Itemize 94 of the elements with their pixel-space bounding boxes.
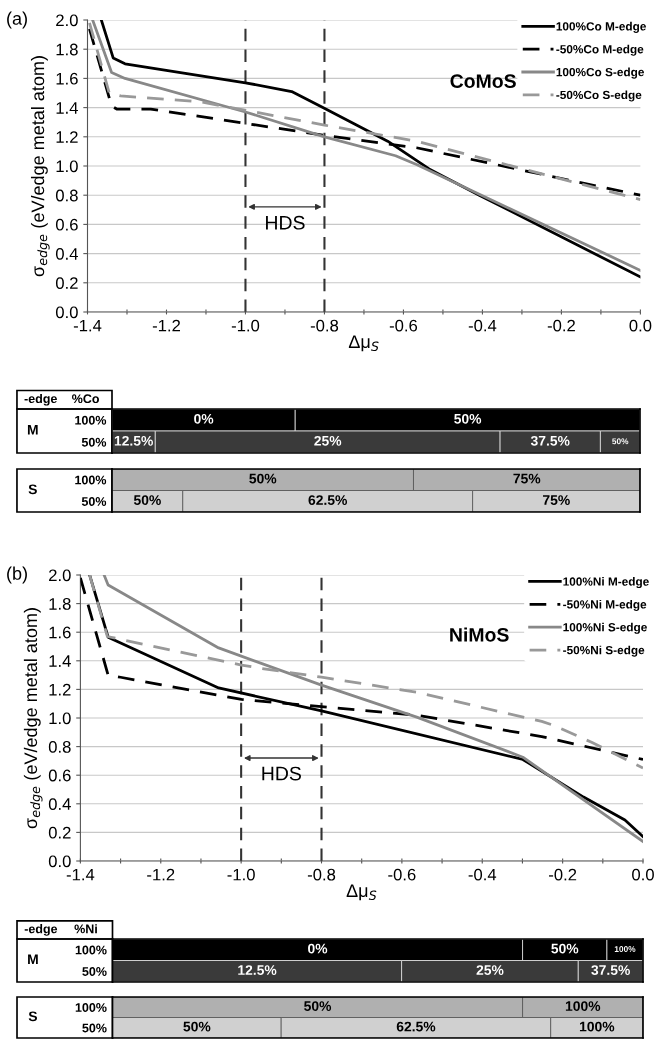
y-tick-label: 0.0	[55, 306, 78, 319]
series-label: 62.5%	[396, 1021, 436, 1032]
text: (a)	[7, 11, 27, 29]
x-tick-label: -1.4	[73, 319, 102, 332]
x-tick-label: -1.2	[152, 319, 181, 332]
y-tick-label: 0.6	[55, 218, 78, 231]
series-label: 12.5%	[114, 435, 153, 446]
y-tick-label: 1.8	[56, 43, 78, 56]
series-label: 37.5%	[591, 965, 630, 975]
x-tick-label: 0.0	[629, 319, 652, 332]
series-label: 50%	[249, 473, 277, 484]
series-label: 25%	[314, 435, 342, 446]
series-label: 37.5%	[530, 435, 570, 446]
x-axis-title: Δμ$_{S}$	[346, 884, 377, 901]
y-axis-title: S	[28, 484, 37, 495]
y-tick-label: 0.2	[48, 826, 71, 839]
legend-label: 100%Co M-edge	[556, 21, 646, 33]
series-label: 0%	[308, 943, 328, 954]
x-tick-label: -0.2	[549, 868, 577, 881]
y-tick-label: 1.0	[49, 712, 71, 725]
y-axis-title: S	[28, 1011, 38, 1022]
y-tick-label: 0.6	[48, 769, 71, 782]
series-label: 75%	[543, 495, 570, 505]
series-label: 75%	[513, 473, 541, 484]
x-tick-label: -0.8	[307, 868, 336, 881]
y-tick-label: 2.0	[56, 14, 78, 27]
series-label: 62.5%	[308, 495, 348, 505]
legend-label: -50%Ni M-edge	[563, 599, 647, 611]
y-tick-label: 0.4	[48, 798, 71, 810]
y-tick-label: 1.2	[56, 131, 78, 143]
legend-label: 100%Ni S-edge	[563, 622, 647, 634]
x-tick-label: -0.6	[388, 868, 416, 881]
x-tick-label: -1.0	[231, 319, 260, 332]
x-tick-label: -0.6	[389, 319, 418, 332]
x-tick-label: -0.4	[468, 868, 497, 881]
annotation: HDS	[262, 766, 301, 781]
text: %Co	[72, 394, 99, 404]
series-label: 100%	[565, 1001, 601, 1011]
y-tick-label: 2.0	[49, 569, 71, 582]
x-tick-label: -1.0	[227, 868, 255, 881]
y-tick-label: 100%	[75, 415, 107, 425]
x-tick-label: -0.2	[547, 319, 575, 332]
y-tick-label: 100%	[75, 1003, 107, 1012]
series-label: 50%	[551, 943, 579, 954]
y-tick-label: 0.2	[55, 277, 78, 289]
series-label: 50%	[612, 438, 629, 445]
annotation: HDS	[266, 215, 305, 230]
y-tick-label: 1.0	[56, 160, 78, 173]
series-label: 12.5%	[238, 965, 277, 975]
y-tick-label: 1.4	[49, 655, 71, 667]
y-tick-label: 0.8	[48, 741, 71, 753]
series-label: 25%	[476, 965, 504, 975]
y-axis-title: σ$_{edge}$ (eV/edge metal atom)	[23, 608, 43, 829]
y-tick-label: 0.8	[55, 189, 78, 202]
x-tick-label: -1.4	[66, 868, 95, 881]
y-tick-label: 50%	[81, 497, 107, 506]
annotation: NiMoS	[450, 627, 509, 642]
y-axis-title: M	[28, 954, 38, 965]
legend-label: 100%Co S-edge	[556, 67, 645, 79]
text: -edge	[24, 924, 58, 936]
y-tick-label: 1.6	[56, 72, 78, 85]
series-label: 50%	[454, 413, 482, 424]
y-tick-label: 1.6	[49, 626, 71, 639]
series-label: 50%	[183, 1021, 211, 1032]
series-label: 50%	[304, 1001, 332, 1011]
x-tick-label: -1.2	[147, 868, 175, 881]
legend-label: -50%Co S-edge	[556, 90, 642, 102]
x-tick-label: 0.0	[632, 868, 654, 881]
series-label: 50%	[133, 495, 161, 505]
y-tick-label: 50%	[81, 437, 107, 447]
text: -edge	[24, 393, 57, 406]
y-tick-label: 0.4	[55, 248, 78, 260]
text: %Ni	[74, 924, 97, 934]
y-axis-title: M	[27, 425, 38, 435]
legend-label: -50%Co M-edge	[556, 44, 644, 56]
y-tick-label: 100%	[75, 475, 107, 485]
legend-label: -50%Ni S-edge	[563, 645, 645, 657]
y-tick-label: 1.4	[56, 102, 78, 114]
y-tick-label: 50%	[82, 1023, 107, 1033]
annotation: CoMoS	[450, 74, 516, 88]
x-axis-title: Δμ$_{S}$	[348, 335, 379, 352]
text: (b)	[7, 566, 27, 584]
y-tick-label: 100%	[75, 945, 107, 955]
series-label: 0%	[194, 413, 214, 424]
y-tick-label: 1.2	[49, 683, 71, 696]
legend-label: 100%Ni M-edge	[563, 577, 649, 589]
y-tick-label: 1.8	[49, 598, 71, 610]
y-tick-label: 50%	[82, 967, 107, 976]
x-tick-label: -0.8	[310, 319, 339, 332]
y-axis-title: σ$_{edge}$ (eV/edge metal atom)	[30, 56, 50, 277]
series-label: 100%	[579, 1021, 615, 1032]
series-label: 100%	[614, 946, 636, 952]
x-tick-label: -0.4	[468, 319, 497, 332]
y-tick-label: 0.0	[48, 855, 71, 868]
